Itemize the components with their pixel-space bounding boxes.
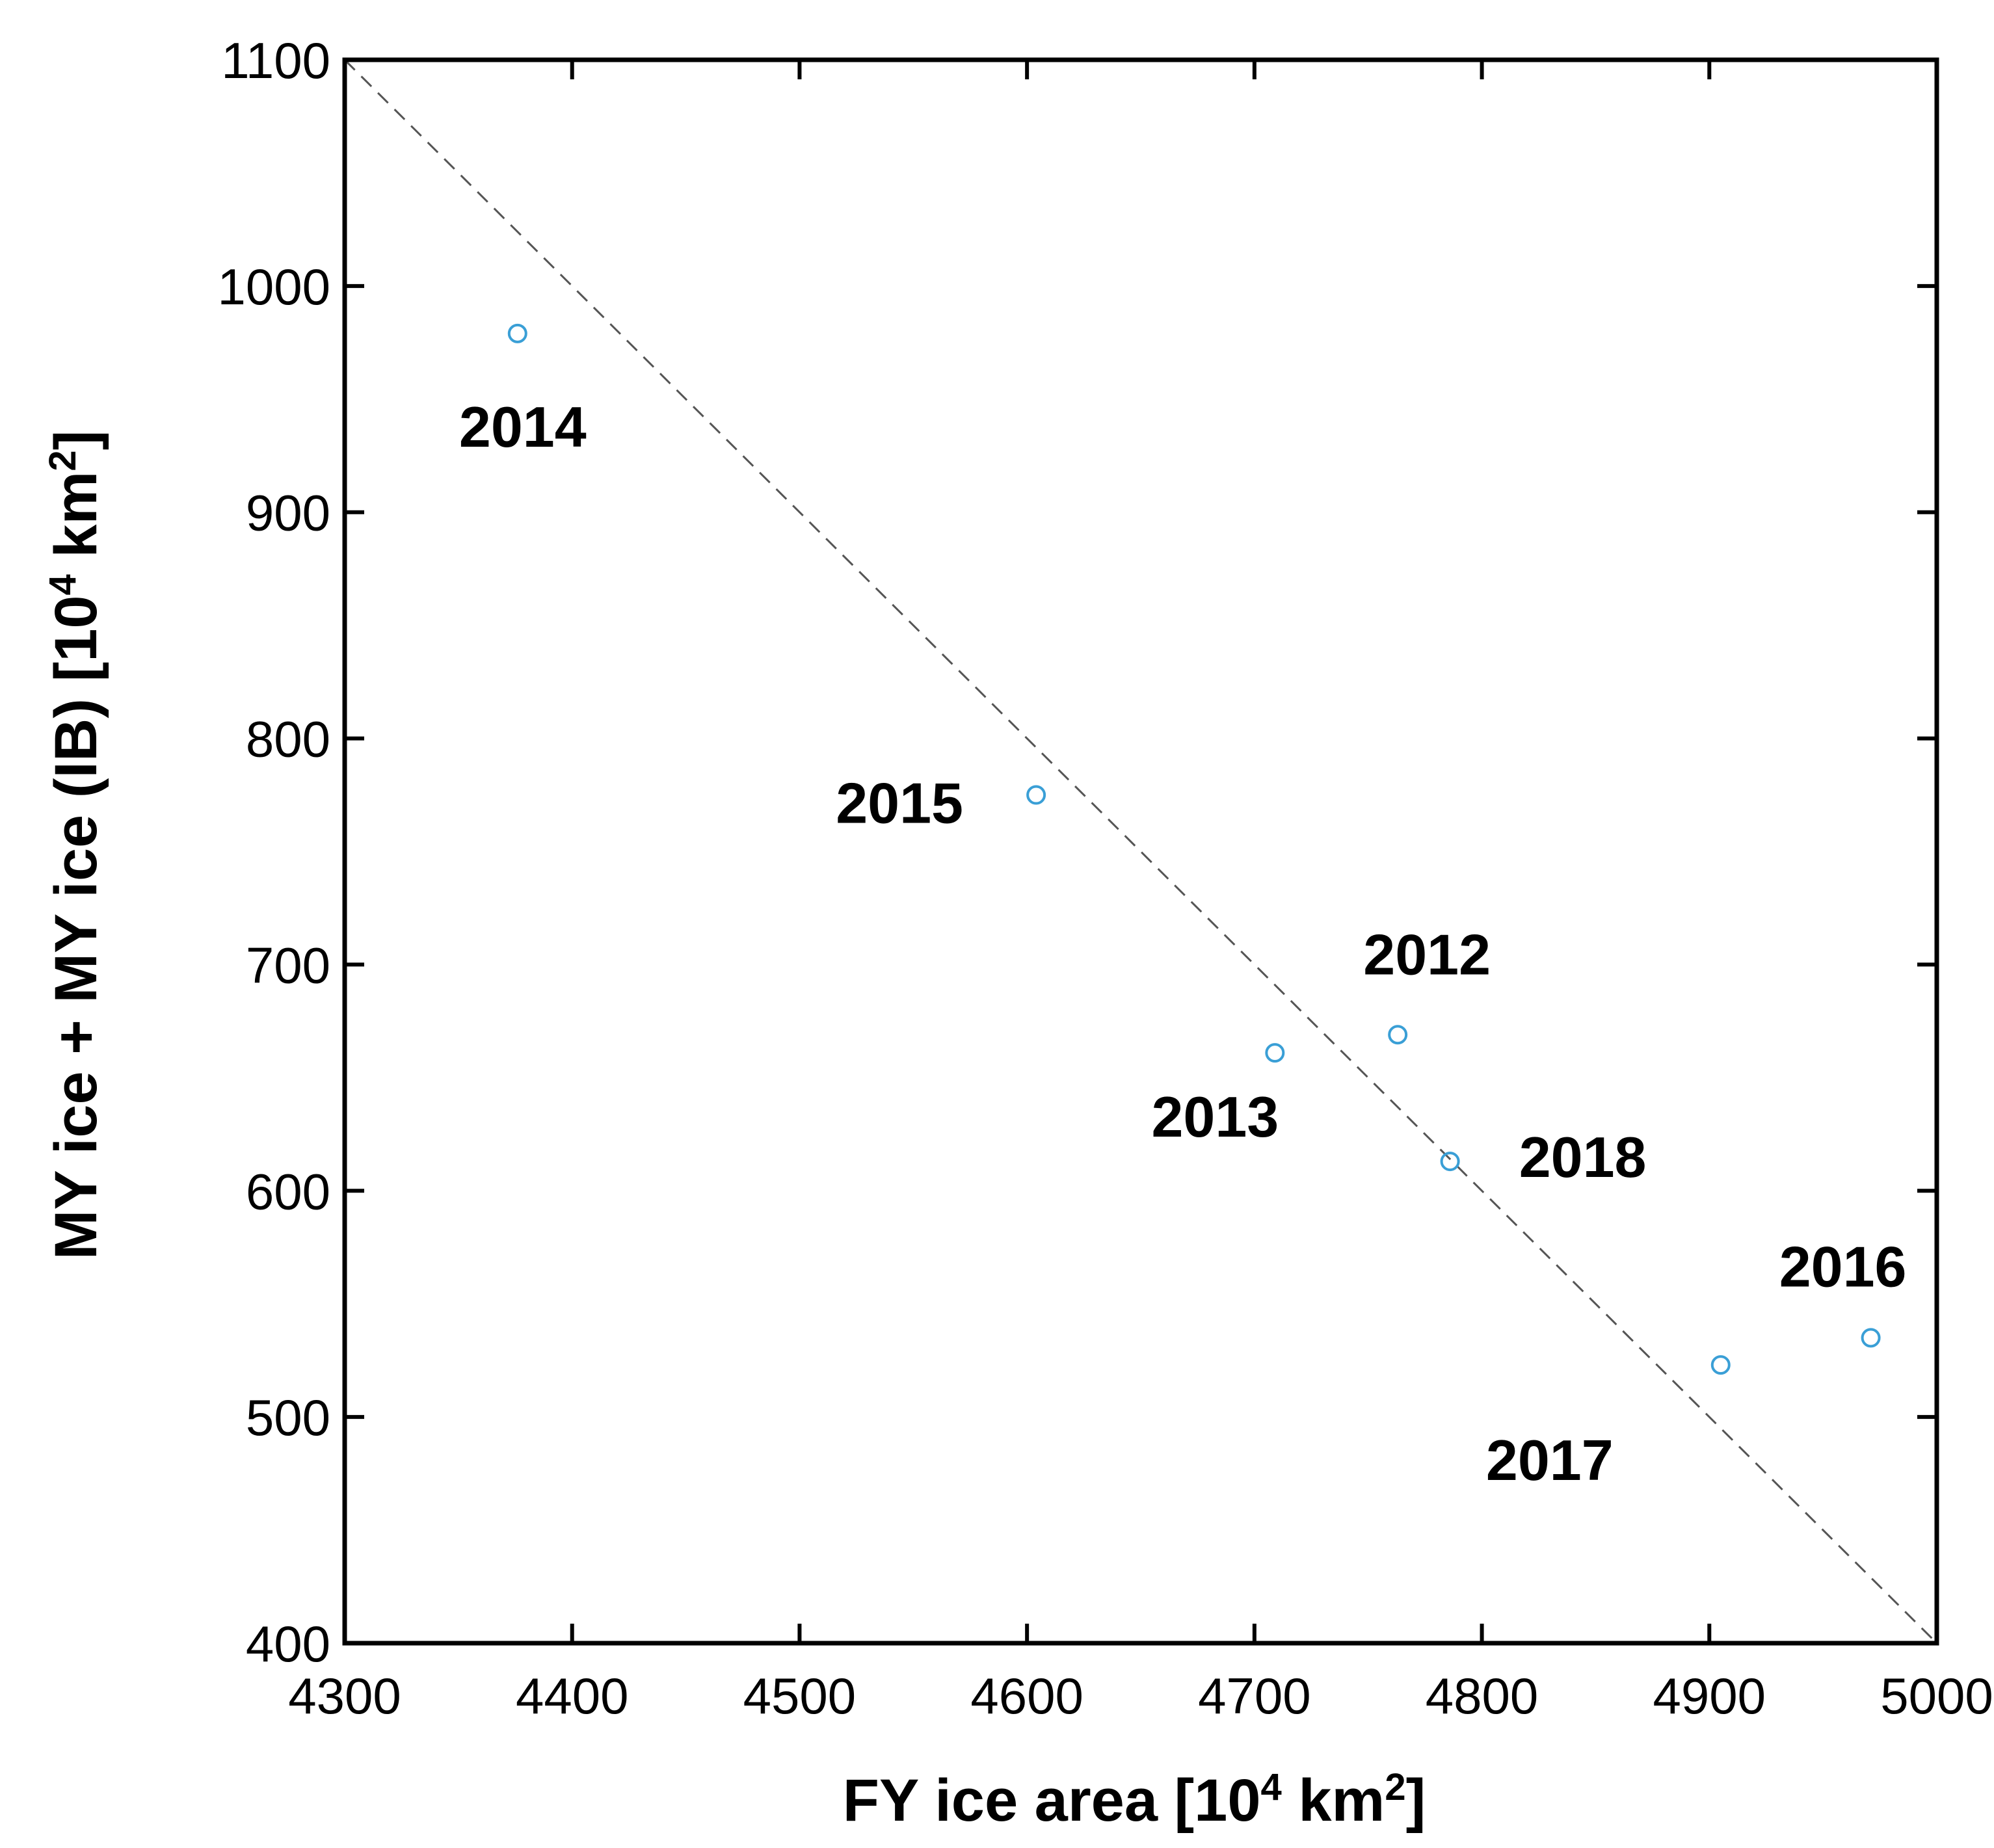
x-tick-label: 4500 — [743, 1667, 857, 1724]
reference-line — [343, 59, 1938, 1644]
x-axis-title-middle: km — [1282, 1767, 1385, 1834]
x-tick-label: 4600 — [970, 1667, 1083, 1724]
point-label-2018: 2018 — [1519, 1125, 1647, 1189]
y-axis-title-suffix: ] — [43, 430, 109, 451]
y-axis-title-prefix: MY ice + MY ice (IB) [10 — [43, 595, 109, 1260]
data-point-2013 — [1265, 1043, 1285, 1063]
data-point-2017 — [1710, 1355, 1731, 1375]
axes-frame — [342, 57, 1939, 1646]
x-tick-label: 4800 — [1426, 1667, 1539, 1724]
point-labels: 2012 2013 2014 2015 2016 2017 2018 — [459, 395, 1907, 1492]
data-points — [507, 323, 1881, 1375]
x-tick-label: 4300 — [288, 1667, 401, 1724]
point-label-2013: 2013 — [1151, 1085, 1279, 1149]
x-axis-title: FY ice area [104 km2] — [843, 1766, 1426, 1834]
point-label-2015: 2015 — [836, 771, 963, 836]
x-axis-ticks: 4300 4400 4500 4600 4700 4800 4900 5000 — [288, 60, 1993, 1724]
data-point-2012 — [1388, 1025, 1408, 1045]
x-tick-label: 5000 — [1880, 1667, 1993, 1724]
y-tick-label: 700 — [246, 936, 330, 994]
data-point-2016 — [1861, 1328, 1881, 1348]
x-axis-title-suffix: ] — [1406, 1767, 1426, 1834]
y-axis-ticks: 400 500 600 700 800 900 1000 1100 — [217, 32, 1937, 1672]
y-axis-title: MY ice + MY ice (IB) [104 km2] — [42, 430, 109, 1260]
y-axis-title-middle: km — [43, 471, 109, 575]
x-tick-label: 4400 — [516, 1667, 629, 1724]
y-tick-label: 1100 — [221, 32, 330, 89]
point-label-2016: 2016 — [1779, 1234, 1907, 1299]
x-tick-label: 4900 — [1653, 1667, 1766, 1724]
x-axis-title-sup2: 2 — [1385, 1766, 1405, 1808]
y-axis-title-sup2: 2 — [42, 450, 84, 471]
y-tick-label: 400 — [246, 1615, 330, 1672]
point-label-2017: 2017 — [1486, 1428, 1614, 1492]
x-axis-title-sup: 4 — [1261, 1766, 1282, 1808]
data-point-2014 — [507, 323, 527, 343]
y-tick-label: 800 — [246, 711, 330, 768]
y-tick-label: 600 — [246, 1163, 330, 1220]
x-tick-label: 4700 — [1198, 1667, 1311, 1724]
data-point-2015 — [1026, 785, 1046, 805]
point-label-2014: 2014 — [459, 395, 587, 459]
data-point-2018 — [1440, 1152, 1460, 1172]
y-axis-title-sup: 4 — [42, 574, 84, 595]
y-tick-label: 500 — [246, 1389, 330, 1446]
y-tick-label: 900 — [246, 484, 330, 542]
x-axis-title-prefix: FY ice area [10 — [843, 1767, 1261, 1834]
point-label-2012: 2012 — [1363, 922, 1491, 986]
y-tick-label: 1000 — [217, 258, 330, 315]
